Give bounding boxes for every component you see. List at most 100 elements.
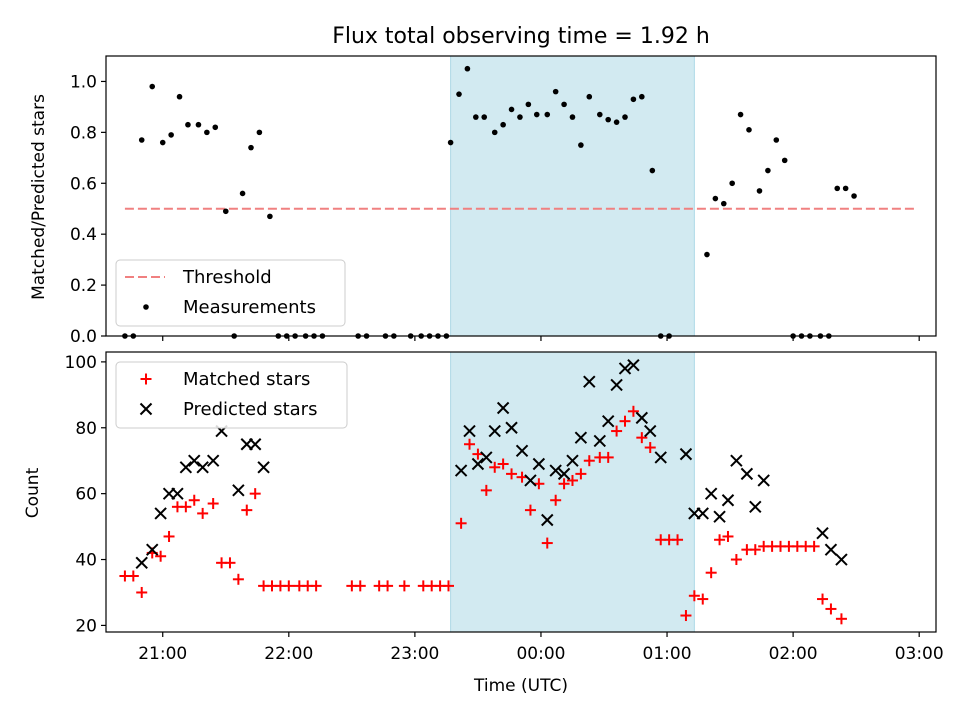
measurement-point — [533, 111, 540, 118]
observing-window-shade — [450, 351, 695, 633]
measurement-point — [613, 119, 620, 125]
measurement-point — [596, 111, 603, 118]
y-tick-label: 40 — [75, 551, 97, 571]
chart-title: Flux total observing time = 1.92 h — [332, 24, 710, 49]
matched-point — [197, 507, 209, 519]
x-axis-label: Time (UTC) — [473, 676, 568, 696]
measurement-point — [159, 139, 166, 146]
matched-point — [163, 530, 175, 542]
predicted-point — [601, 414, 615, 428]
measurement-point — [138, 137, 145, 143]
predicted-point — [188, 454, 201, 467]
matched-point — [575, 468, 587, 480]
matched-point — [497, 458, 509, 470]
legend-matched-label: Matched stars — [183, 369, 310, 390]
legend-measurements-swatch — [143, 304, 149, 310]
measurement-point — [204, 129, 210, 136]
predicted-point — [835, 553, 848, 566]
predicted-point — [757, 474, 770, 487]
matched-point — [455, 517, 467, 529]
measurement-point — [712, 195, 719, 202]
measurement-point — [456, 91, 462, 97]
matched-point — [136, 586, 148, 598]
measurement-point — [834, 185, 841, 192]
matched-point — [516, 471, 528, 483]
measurement-point — [168, 132, 174, 138]
axes-frame — [105, 55, 937, 337]
top-panel: 0.0 0.2 0.4 0.6 0.8 1.0 Threshold Measurements — [70, 55, 937, 347]
measurement-point — [256, 129, 263, 136]
measurement-point — [222, 208, 229, 215]
predicted-point — [496, 401, 510, 415]
matched-point — [636, 432, 648, 444]
predicted-point — [740, 467, 754, 481]
measurement-point — [464, 65, 471, 72]
matched-point — [241, 504, 253, 516]
predicted-point — [463, 424, 476, 438]
predicted-point — [179, 461, 193, 474]
measurement-point — [704, 251, 710, 258]
predicted-point — [610, 378, 623, 392]
measurement-point — [781, 157, 788, 164]
matched-point — [382, 580, 394, 592]
matched-point — [180, 501, 192, 513]
measurement-point — [239, 190, 246, 197]
measurement-point — [746, 127, 752, 133]
measurement-point — [561, 101, 567, 108]
series-matched-stars — [119, 405, 847, 625]
predicted-point — [583, 375, 596, 388]
predicted-point — [480, 451, 493, 464]
predicted-point — [135, 556, 148, 570]
measurement-point — [622, 114, 628, 120]
measurement-point — [851, 193, 857, 199]
predicted-point — [654, 451, 667, 464]
measurement-point — [639, 93, 645, 100]
measurement-point — [525, 101, 532, 108]
predicted-point — [618, 362, 632, 375]
predicted-point — [593, 434, 607, 448]
predicted-point — [257, 461, 270, 474]
matched-point — [480, 484, 492, 496]
predicted-point — [713, 510, 726, 523]
matched-point — [232, 573, 244, 585]
measurement-point — [544, 111, 551, 118]
matched-point — [627, 405, 639, 417]
matched-point — [443, 580, 455, 592]
y-tick-label: 60 — [75, 485, 97, 505]
measurement-point — [842, 185, 849, 192]
predicted-point — [635, 411, 649, 425]
matched-point — [835, 613, 847, 625]
y-tick-label: 0.6 — [70, 174, 97, 194]
y-tick-label: 1.0 — [70, 72, 97, 92]
measurement-point — [149, 83, 156, 90]
predicted-point — [730, 454, 743, 467]
predicted-point — [679, 447, 693, 461]
matched-point — [817, 593, 829, 605]
legend-box — [115, 361, 348, 429]
matched-point — [398, 580, 410, 592]
measurement-point — [508, 106, 515, 113]
matched-point — [472, 448, 484, 460]
measurement-point — [500, 121, 506, 128]
measurement-point — [491, 129, 498, 136]
measurement-point — [212, 124, 219, 131]
matched-point — [749, 544, 761, 556]
predicted-point — [816, 526, 829, 540]
predicted-point — [505, 421, 518, 434]
matched-point — [354, 580, 366, 592]
matched-point — [825, 603, 837, 615]
predicted-point — [488, 424, 501, 438]
measurement-point — [569, 114, 576, 120]
matched-point — [611, 425, 623, 437]
predicted-point — [146, 543, 159, 556]
x-tick-label: 01:00 — [643, 644, 692, 664]
y-tick-label: 0.4 — [70, 225, 97, 245]
predicted-point — [696, 507, 709, 520]
predicted-point — [541, 513, 554, 527]
y-tick-label: 80 — [75, 419, 97, 439]
x-tick-label: 22:00 — [264, 644, 313, 664]
predicted-point — [749, 500, 762, 514]
measurement-point — [248, 144, 254, 151]
legend: Matched stars Predicted stars — [115, 361, 348, 429]
predicted-point — [454, 464, 468, 477]
